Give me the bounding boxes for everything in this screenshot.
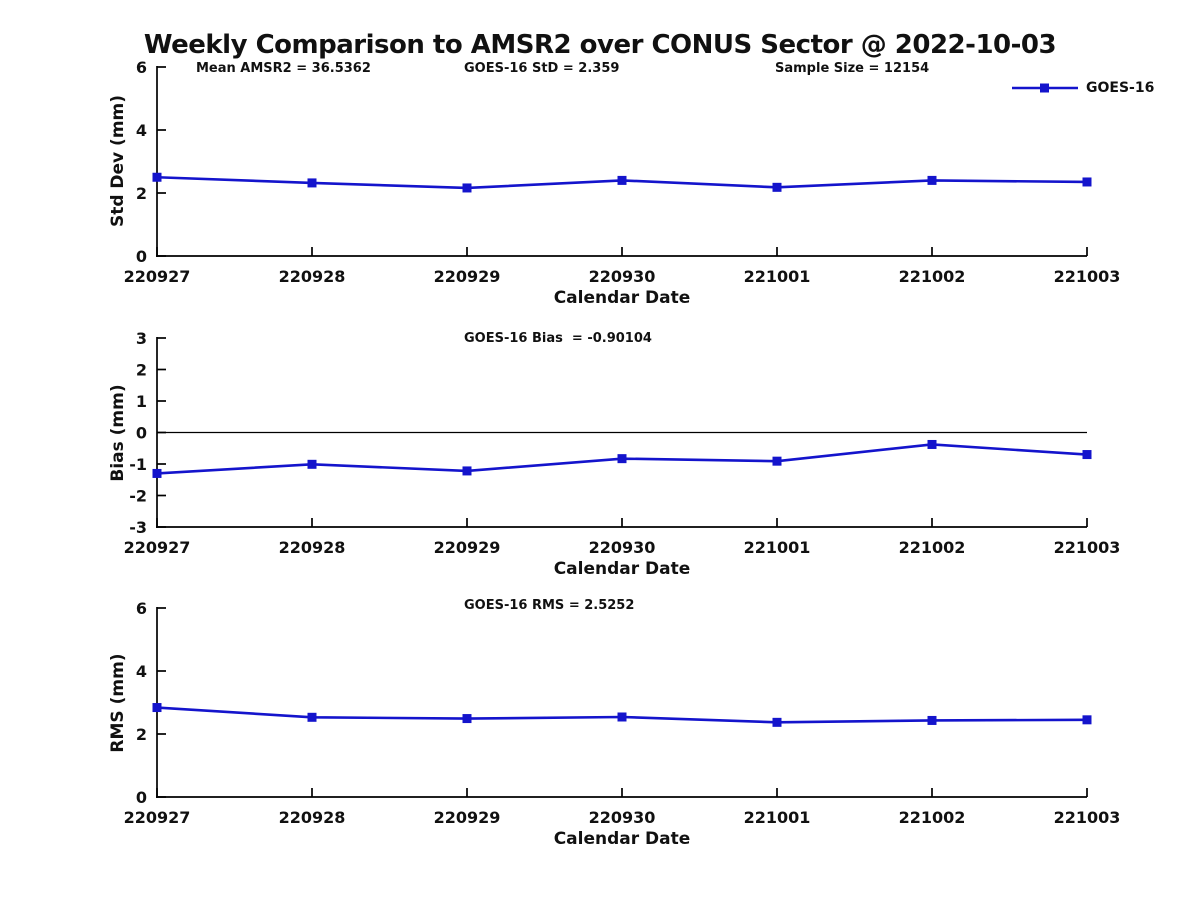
x-tick-label: 221001	[744, 267, 811, 286]
annotation-goes16-std: GOES-16 StD = 2.359	[464, 61, 620, 76]
y-tick-label: 2	[136, 361, 147, 380]
xlabel-calendar-date-middle: Calendar Date	[553, 559, 691, 579]
data-point-marker	[462, 714, 472, 724]
x-tick-label: 221003	[1054, 538, 1121, 557]
data-point-marker	[927, 715, 937, 725]
x-tick-label: 220930	[589, 808, 656, 827]
x-tick-label: 221002	[899, 808, 966, 827]
x-tick-label: 220929	[434, 267, 501, 286]
legend: GOES-16	[1012, 80, 1154, 96]
chart-0: 0 2 4 6 220927 220928 220929 220930 221001 221002…	[124, 58, 1121, 286]
legend-line-marker-icon	[1012, 83, 1078, 93]
data-point-marker	[617, 454, 627, 464]
annotation-goes16-rms: GOES-16 RMS = 2.5252	[464, 598, 635, 613]
ylabel-rms: RMS (mm)	[108, 653, 128, 753]
x-tick-label: 221001	[744, 808, 811, 827]
annotation-goes16-bias: GOES-16 Bias = -0.90104	[464, 331, 652, 346]
x-tick-label: 220927	[124, 538, 191, 557]
ylabel-bias: Bias (mm)	[108, 384, 128, 482]
data-point-marker	[772, 456, 782, 466]
data-point-marker	[307, 178, 317, 188]
xlabel-calendar-date-bottom: Calendar Date	[553, 829, 691, 849]
data-point-marker	[1082, 715, 1092, 725]
data-point-marker	[772, 182, 782, 192]
y-tick-label: 0	[136, 424, 147, 443]
data-point-marker	[772, 717, 782, 727]
ylabel-std-dev: Std Dev (mm)	[108, 94, 128, 228]
x-tick-label: 220930	[589, 538, 656, 557]
x-tick-label: 221003	[1054, 267, 1121, 286]
data-point-marker	[152, 172, 162, 182]
y-tick-label: 2	[136, 725, 147, 744]
x-tick-label: 220929	[434, 808, 501, 827]
x-tick-label: 221001	[744, 538, 811, 557]
data-point-marker	[152, 703, 162, 713]
data-point-marker	[927, 439, 937, 449]
x-tick-label: 221002	[899, 538, 966, 557]
y-tick-label: 3	[136, 329, 147, 348]
y-tick-label: 0	[136, 247, 147, 266]
y-tick-label: 6	[136, 599, 147, 618]
chart-1: -3 -2 -1 0 1 2 3 220927 220928 220929 220930 221001…	[124, 329, 1121, 557]
data-point-marker	[927, 175, 937, 185]
y-tick-label: 1	[136, 392, 147, 411]
x-tick-label: 220927	[124, 808, 191, 827]
x-tick-label: 220928	[279, 808, 346, 827]
chart-2: 0 2 4 6 220927 220928 220929 220930 221001 221002…	[124, 599, 1121, 827]
y-tick-label: 2	[136, 184, 147, 203]
y-tick-label: 4	[136, 121, 147, 140]
data-point-marker	[617, 712, 627, 722]
annotation-sample-size: Sample Size = 12154	[775, 61, 930, 76]
y-tick-label: -1	[129, 455, 147, 474]
data-point-marker	[462, 466, 472, 476]
y-tick-label: 0	[136, 788, 147, 807]
x-tick-label: 220928	[279, 538, 346, 557]
data-point-marker	[152, 468, 162, 478]
x-tick-label: 221002	[899, 267, 966, 286]
x-tick-label: 221003	[1054, 808, 1121, 827]
data-point-marker	[1082, 450, 1092, 460]
y-tick-label: -3	[129, 518, 147, 537]
data-point-marker	[307, 459, 317, 469]
y-tick-label: 4	[136, 662, 147, 681]
annotation-mean-amsr2: Mean AMSR2 = 36.5362	[196, 61, 371, 76]
x-tick-label: 220927	[124, 267, 191, 286]
xlabel-calendar-date-top: Calendar Date	[553, 288, 691, 308]
data-point-marker	[307, 712, 317, 722]
x-tick-label: 220928	[279, 267, 346, 286]
x-tick-label: 220930	[589, 267, 656, 286]
figure-title: Weekly Comparison to AMSR2 over CONUS Se…	[143, 30, 1057, 60]
data-point-marker	[617, 175, 627, 185]
data-point-marker	[462, 183, 472, 193]
data-point-marker	[1082, 177, 1092, 187]
y-tick-label: -2	[129, 487, 147, 506]
x-tick-label: 220929	[434, 538, 501, 557]
legend-label: GOES-16	[1086, 80, 1155, 96]
y-tick-label: 6	[136, 58, 147, 77]
